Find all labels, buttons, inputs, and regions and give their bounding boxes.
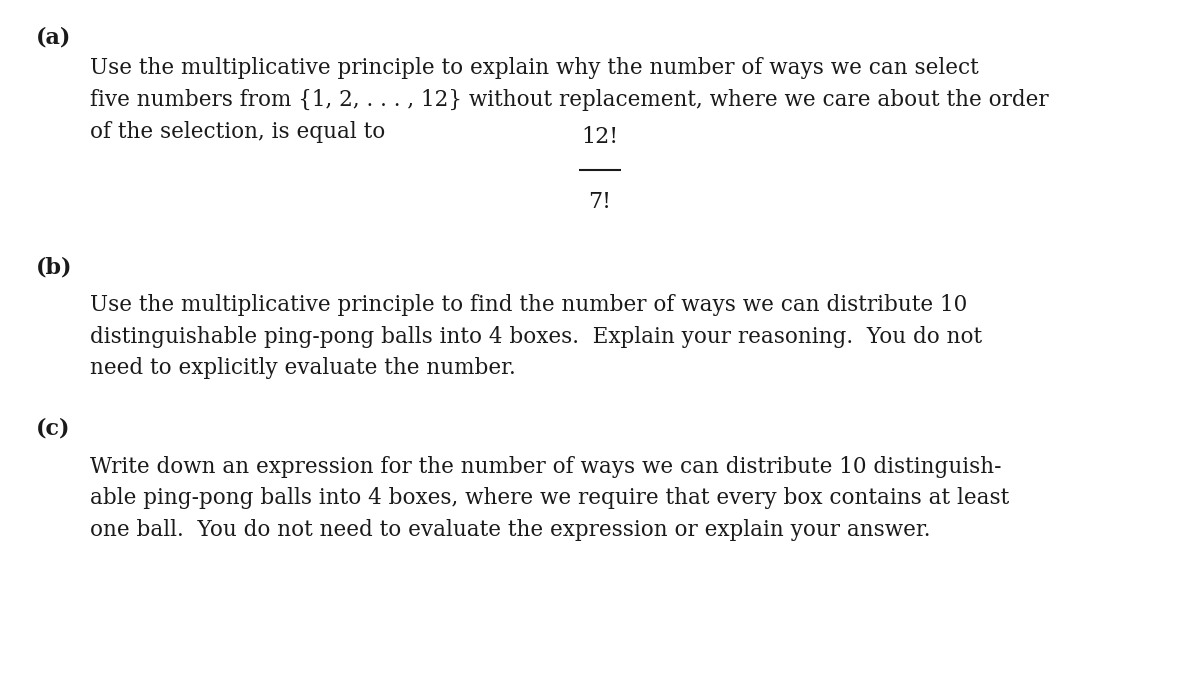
Text: Use the multiplicative principle to find the number of ways we can distribute 10: Use the multiplicative principle to find… [90,294,967,316]
Text: 7!: 7! [588,191,612,214]
Text: (a): (a) [36,27,71,49]
Text: five numbers from {1, 2, . . . , 12} without replacement, where we care about th: five numbers from {1, 2, . . . , 12} wit… [90,89,1049,111]
Text: able ping-pong balls into 4 boxes, where we require that every box contains at l: able ping-pong balls into 4 boxes, where… [90,487,1009,510]
Text: Use the multiplicative principle to explain why the number of ways we can select: Use the multiplicative principle to expl… [90,57,979,80]
Text: Write down an expression for the number of ways we can distribute 10 distinguish: Write down an expression for the number … [90,456,1002,478]
Text: 12!: 12! [582,126,618,148]
Text: (b): (b) [36,256,72,278]
Text: of the selection, is equal to: of the selection, is equal to [90,121,385,143]
Text: need to explicitly evaluate the number.: need to explicitly evaluate the number. [90,357,516,379]
Text: one ball.  You do not need to evaluate the expression or explain your answer.: one ball. You do not need to evaluate th… [90,519,930,541]
Text: distinguishable ping-pong balls into 4 boxes.  Explain your reasoning.  You do n: distinguishable ping-pong balls into 4 b… [90,326,982,348]
Text: (c): (c) [36,418,71,440]
